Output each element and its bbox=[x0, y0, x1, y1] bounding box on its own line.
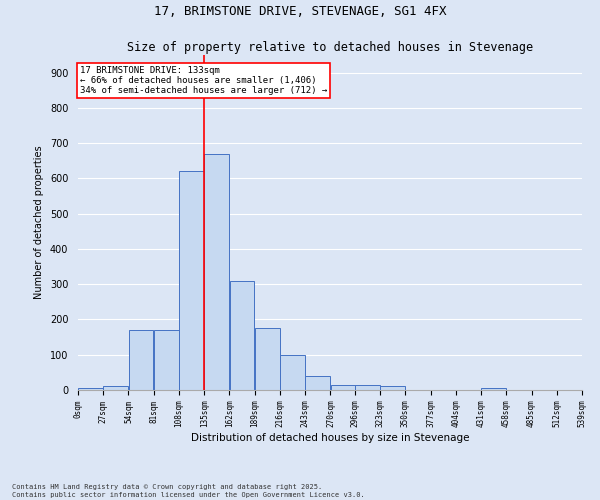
Bar bbox=[331, 384, 355, 390]
Bar bbox=[78, 388, 103, 390]
Bar bbox=[154, 330, 179, 390]
Bar bbox=[481, 388, 506, 390]
Bar bbox=[103, 386, 128, 390]
Text: Contains HM Land Registry data © Crown copyright and database right 2025.
Contai: Contains HM Land Registry data © Crown c… bbox=[12, 484, 365, 498]
Bar bbox=[129, 330, 154, 390]
Text: 17 BRIMSTONE DRIVE: 133sqm
← 66% of detached houses are smaller (1,406)
34% of s: 17 BRIMSTONE DRIVE: 133sqm ← 66% of deta… bbox=[80, 66, 327, 96]
Bar bbox=[355, 384, 380, 390]
Text: 17, BRIMSTONE DRIVE, STEVENAGE, SG1 4FX: 17, BRIMSTONE DRIVE, STEVENAGE, SG1 4FX bbox=[154, 5, 446, 18]
Bar bbox=[305, 376, 330, 390]
Bar bbox=[255, 328, 280, 390]
Bar bbox=[380, 386, 405, 390]
Bar bbox=[280, 354, 305, 390]
Bar bbox=[179, 172, 204, 390]
Title: Size of property relative to detached houses in Stevenage: Size of property relative to detached ho… bbox=[127, 41, 533, 54]
Bar bbox=[205, 154, 229, 390]
Y-axis label: Number of detached properties: Number of detached properties bbox=[34, 146, 44, 300]
X-axis label: Distribution of detached houses by size in Stevenage: Distribution of detached houses by size … bbox=[191, 433, 469, 443]
Bar bbox=[230, 280, 254, 390]
